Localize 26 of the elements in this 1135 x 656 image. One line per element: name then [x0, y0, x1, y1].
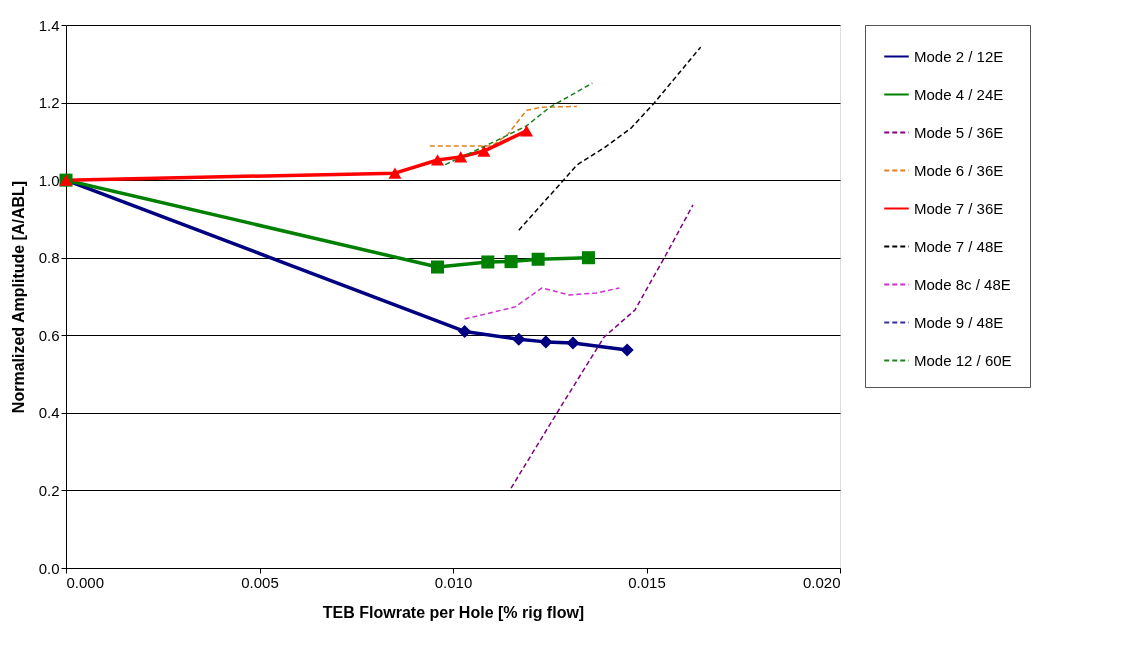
line-series [510, 204, 694, 489]
y-axis-title: Normalized Amplitude [A/ABL] [9, 180, 27, 414]
x-axis-title: TEB Flowrate per Hole [% rig flow] [322, 603, 585, 621]
legend-label: Mode 12 / 60E [914, 351, 1012, 369]
legend-label: Mode 7 / 48E [914, 237, 1004, 255]
legend-label: Mode 5 / 36E [914, 123, 1004, 141]
y-tick-label: 0.2 [38, 481, 60, 499]
x-tick-label: 0.010 [434, 573, 473, 591]
y-tick-label: 0.6 [38, 326, 60, 344]
y-tick-label: 0.8 [38, 249, 60, 267]
y-tick-label: 1.2 [38, 94, 60, 112]
x-tick-label: 0.000 [66, 573, 105, 591]
line-series [463, 287, 621, 320]
legend-label: Mode 8c / 48E [914, 275, 1011, 293]
legend-label: Mode 2 / 12E [914, 47, 1004, 65]
legend-label: Mode 9 / 48E [914, 313, 1004, 331]
x-tick-label: 0.005 [241, 573, 279, 591]
legend-label: Mode 7 / 36E [914, 199, 1004, 217]
x-tick-label: 0.015 [628, 573, 666, 591]
x-tick-label: 0.020 [802, 573, 841, 591]
legend-label: Mode 6 / 36E [914, 161, 1004, 179]
y-tick-label: 0.4 [38, 404, 60, 422]
y-tick-label: 1.0 [38, 171, 60, 189]
y-tick-label: 1.4 [38, 16, 60, 34]
legend-label: Mode 4 / 24E [914, 85, 1004, 103]
y-tick-label: 0.0 [38, 559, 60, 577]
